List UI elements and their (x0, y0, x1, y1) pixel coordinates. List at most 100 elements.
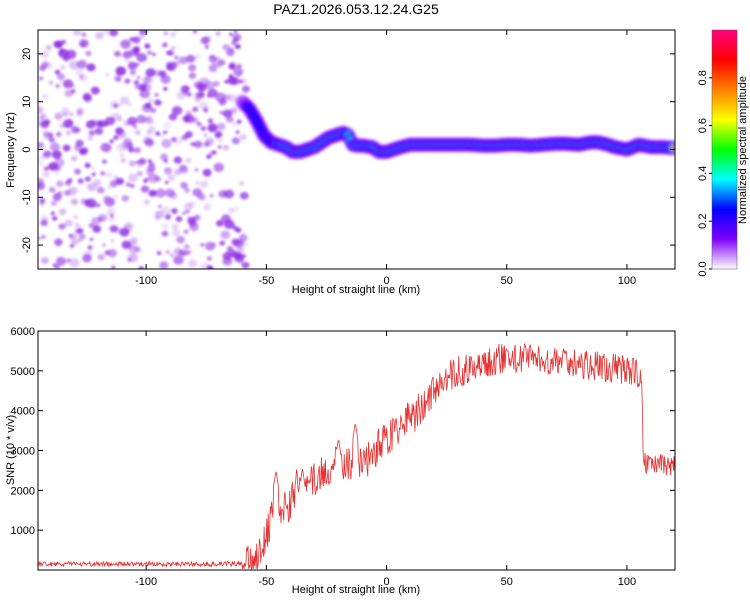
noise-blob (241, 78, 247, 84)
noise-blob (207, 88, 218, 98)
colorbar-frame (711, 29, 738, 270)
noise-blob (48, 162, 58, 171)
noise-blob (143, 199, 151, 205)
figure-title: PAZ1.2026.053.12.24.G25 (273, 1, 439, 17)
noise-blob (102, 159, 107, 164)
noise-blob (224, 189, 235, 199)
noise-blob (97, 253, 105, 261)
noise-blob (218, 59, 226, 66)
noise-blob (63, 119, 74, 129)
noise-blob (189, 222, 199, 232)
noise-blob (54, 112, 63, 120)
noise-blob (139, 89, 151, 99)
noise-blob (85, 50, 92, 57)
noise-blob (207, 123, 218, 133)
noise-blob (241, 85, 251, 93)
noise-blob (113, 104, 118, 108)
noise-blob (120, 39, 131, 49)
noise-blob (137, 163, 142, 168)
x-tick-label: 0 (383, 275, 389, 287)
noise-blob (75, 68, 84, 76)
noise-blob (89, 237, 94, 242)
noise-blob (65, 49, 77, 59)
noise-blob (212, 150, 217, 155)
noise-blob (215, 219, 224, 227)
noise-blob (206, 154, 212, 159)
noise-blob (228, 207, 235, 214)
noise-blob (161, 43, 167, 48)
noise-blob (38, 106, 44, 115)
noise-blob (108, 216, 115, 222)
noise-blob (113, 135, 119, 140)
x-tick-label: -50 (258, 576, 274, 588)
y-tick-label: 0 (21, 146, 33, 152)
noise-blob (77, 238, 83, 243)
noise-blob (194, 54, 201, 59)
noise-blob (161, 139, 172, 148)
noise-blob (234, 44, 241, 50)
noise-blob (75, 128, 81, 133)
noise-blob (42, 171, 50, 178)
noise-blob (133, 124, 138, 129)
noise-blob (119, 96, 130, 105)
noise-blob (116, 143, 127, 152)
noise-blob (241, 261, 250, 269)
colorbar: 0.0 0.2 0.4 0.6 0.8 Normalized spectral ampl… (697, 29, 749, 277)
noise-blob (155, 188, 166, 198)
noise-blob (163, 31, 169, 36)
noise-blob (60, 107, 70, 116)
noise-blob (136, 170, 143, 177)
noise-blob (38, 236, 41, 241)
spectrogram-y-ticks: -20 -10 0 10 20 (21, 48, 675, 253)
noise-blob (207, 266, 214, 269)
noise-blob (173, 255, 184, 265)
noise-blob (136, 62, 140, 66)
noise-blob (209, 194, 214, 198)
noise-blob (169, 253, 175, 258)
x-tick-label: -100 (135, 576, 157, 588)
noise-blob (187, 216, 196, 224)
x-tick-label: 100 (618, 275, 636, 287)
noise-blob (105, 73, 110, 77)
noise-blob (183, 202, 193, 211)
noise-blob (51, 216, 58, 221)
noise-blob (180, 182, 188, 189)
noise-blob (181, 211, 186, 215)
noise-blob (204, 35, 212, 42)
noise-blob (73, 30, 82, 36)
noise-blob (77, 178, 84, 184)
noise-blob (205, 137, 215, 146)
spectrogram-x-axis-label: Height of straight line (km) (292, 284, 420, 296)
noise-blob (152, 52, 156, 57)
spectrogram-x-ticks: -100 -50 0 50 100 (135, 30, 636, 287)
noise-blob (223, 219, 235, 229)
noise-blob (206, 256, 212, 261)
noise-blob (83, 94, 93, 103)
colorbar-gradient (712, 30, 737, 269)
noise-blob (45, 45, 52, 51)
noise-blob (200, 180, 209, 188)
noise-blob (58, 208, 67, 216)
noise-blob (109, 139, 114, 144)
noise-blob (63, 79, 74, 89)
noise-blob (127, 253, 139, 263)
noise-blob (123, 50, 132, 59)
noise-blob (103, 30, 114, 36)
noise-blob (196, 82, 207, 92)
noise-blob (133, 147, 141, 154)
noise-blob (86, 63, 96, 72)
noise-blob (154, 92, 159, 98)
noise-blob (168, 63, 174, 68)
noise-blob (42, 94, 48, 100)
noise-blob (125, 182, 131, 187)
noise-blob (231, 238, 240, 246)
noise-blob (119, 227, 130, 237)
noise-blob (135, 160, 140, 165)
noise-blob (129, 69, 137, 76)
noise-blob (66, 178, 71, 183)
noise-blob (54, 171, 59, 176)
noise-blob (49, 142, 61, 152)
noise-blob (40, 257, 49, 264)
noise-blob (157, 204, 162, 209)
noise-blob (84, 162, 91, 168)
